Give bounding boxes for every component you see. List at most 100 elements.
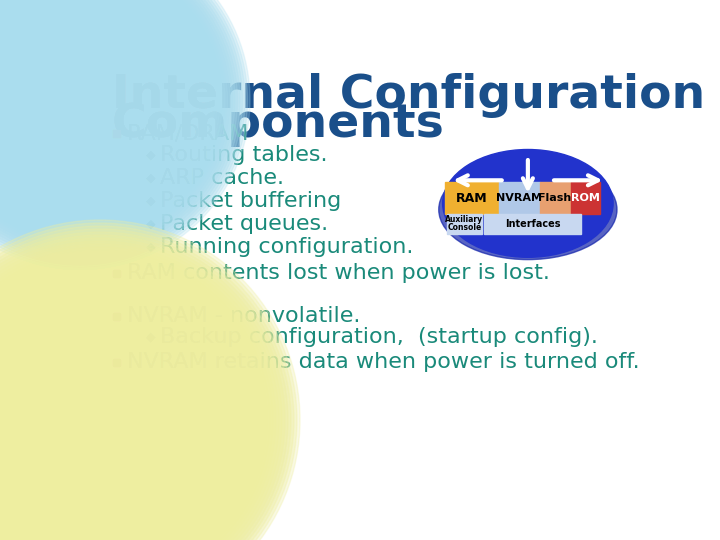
Circle shape (0, 0, 228, 247)
Circle shape (0, 229, 291, 540)
Circle shape (0, 10, 170, 190)
Circle shape (17, 37, 143, 163)
Circle shape (0, 307, 213, 533)
Text: ROM: ROM (571, 193, 600, 203)
Circle shape (0, 313, 207, 527)
Circle shape (0, 0, 243, 262)
Text: RAM/DRAM: RAM/DRAM (127, 123, 250, 143)
Circle shape (0, 0, 180, 200)
Circle shape (0, 20, 160, 180)
Circle shape (0, 286, 234, 540)
Circle shape (0, 280, 240, 540)
Circle shape (0, 241, 279, 540)
Text: RAM: RAM (456, 192, 488, 205)
Circle shape (0, 0, 187, 207)
Text: ◆: ◆ (145, 148, 156, 161)
Circle shape (0, 0, 235, 255)
Text: Routing tables.: Routing tables. (160, 145, 328, 165)
Circle shape (0, 15, 165, 185)
Circle shape (0, 0, 240, 260)
Circle shape (0, 301, 219, 539)
Text: NVRAM - nonvolatile.: NVRAM - nonvolatile. (127, 306, 361, 326)
Text: ARP cache.: ARP cache. (160, 168, 284, 188)
Circle shape (0, 223, 297, 540)
Circle shape (11, 331, 189, 509)
Circle shape (0, 247, 273, 540)
Circle shape (0, 268, 252, 540)
Circle shape (0, 0, 195, 215)
Circle shape (32, 352, 168, 488)
Ellipse shape (438, 159, 617, 260)
Circle shape (0, 0, 233, 253)
Circle shape (29, 349, 171, 491)
Circle shape (0, 0, 225, 245)
Circle shape (0, 259, 261, 540)
Circle shape (0, 0, 212, 233)
Text: Internal Configuration: Internal Configuration (112, 72, 705, 118)
Circle shape (0, 298, 222, 540)
Circle shape (2, 23, 158, 178)
Circle shape (12, 32, 148, 167)
Circle shape (0, 277, 243, 540)
Circle shape (0, 292, 228, 540)
Text: Console: Console (447, 223, 482, 232)
Circle shape (0, 0, 190, 210)
Circle shape (0, 226, 294, 540)
Circle shape (0, 0, 230, 250)
Bar (446, 214, 482, 234)
Text: RAM contents lost when power is lost.: RAM contents lost when power is lost. (127, 264, 550, 284)
Circle shape (0, 232, 288, 540)
Circle shape (5, 325, 195, 515)
Text: Components: Components (112, 102, 444, 147)
Circle shape (0, 0, 250, 270)
Text: NVRAM: NVRAM (496, 193, 542, 203)
Circle shape (0, 250, 270, 540)
Circle shape (0, 0, 205, 225)
Circle shape (7, 28, 153, 172)
Bar (484, 214, 581, 234)
Circle shape (17, 337, 183, 503)
Circle shape (0, 0, 245, 265)
Circle shape (26, 346, 174, 494)
Circle shape (27, 48, 132, 152)
Circle shape (0, 316, 204, 524)
Circle shape (0, 271, 249, 540)
Bar (113, 313, 120, 320)
Circle shape (0, 12, 168, 187)
Text: ◆: ◆ (145, 241, 156, 254)
Circle shape (0, 0, 207, 227)
Circle shape (0, 319, 201, 521)
Text: Flash: Flash (539, 193, 572, 203)
Circle shape (0, 0, 248, 267)
Circle shape (41, 361, 159, 479)
Circle shape (0, 0, 200, 220)
Circle shape (5, 25, 155, 175)
Circle shape (14, 334, 186, 506)
Circle shape (0, 17, 163, 183)
Circle shape (0, 0, 182, 202)
Circle shape (0, 262, 258, 540)
Circle shape (0, 244, 276, 540)
Text: ◆: ◆ (145, 194, 156, 207)
Circle shape (0, 235, 285, 540)
Circle shape (0, 0, 215, 235)
Text: ◆: ◆ (145, 218, 156, 231)
Circle shape (10, 30, 150, 170)
Circle shape (47, 367, 153, 473)
Circle shape (8, 328, 192, 512)
Circle shape (20, 40, 140, 160)
Circle shape (30, 50, 130, 150)
Circle shape (0, 295, 225, 540)
Circle shape (0, 0, 192, 213)
Text: Packet queues.: Packet queues. (160, 214, 328, 234)
Circle shape (0, 0, 185, 205)
Bar (499, 182, 539, 214)
Circle shape (2, 322, 198, 518)
Circle shape (0, 310, 210, 530)
Text: Packet buffering: Packet buffering (160, 191, 341, 211)
Circle shape (0, 265, 255, 540)
Text: Backup configuration,  (startup config).: Backup configuration, (startup config). (160, 327, 598, 347)
Circle shape (0, 0, 222, 242)
Bar (113, 130, 120, 137)
Bar (445, 182, 499, 214)
